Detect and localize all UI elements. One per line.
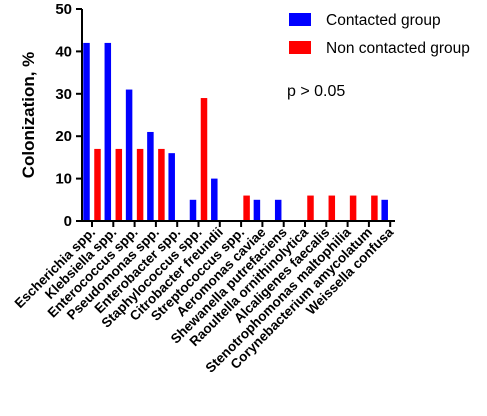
legend: Contacted group Non contacted group [289, 12, 470, 57]
bar-contacted-9 [274, 199, 282, 221]
legend-swatch-contacted [289, 13, 311, 26]
bar-contacted-5 [189, 199, 197, 221]
bar-contacted-6 [211, 178, 218, 221]
y-axis-label: Colonization, % [19, 52, 38, 179]
bar-non-contacted-11 [328, 195, 336, 221]
legend-label-contacted: Contacted group [326, 12, 441, 29]
y-tick-label: 30 [55, 86, 72, 103]
bar-contacted-14 [381, 199, 388, 221]
y-tick-label: 0 [64, 213, 72, 230]
bar-contacted-1 [104, 42, 112, 221]
legend-swatch-non-contacted [289, 41, 311, 54]
bar-non-contacted-2 [136, 148, 144, 221]
bar-contacted-3 [147, 131, 154, 221]
bar-non-contacted-7 [243, 195, 250, 221]
y-tick-label: 40 [55, 43, 72, 60]
bar-non-contacted-3 [158, 148, 165, 221]
bar-contacted-4 [168, 153, 175, 221]
bar-non-contacted-13 [371, 195, 378, 221]
bar-contacted-2 [125, 89, 133, 221]
y-tick-label: 10 [55, 171, 72, 188]
y-tick-label: 50 [55, 1, 72, 18]
p-value-annotation: p > 0.05 [287, 83, 345, 100]
bar-non-contacted-10 [307, 195, 314, 221]
bars-layer [83, 42, 388, 221]
bar-non-contacted-5 [200, 98, 208, 221]
y-tick-label: 20 [55, 128, 72, 145]
legend-label-non-contacted: Non contacted group [326, 40, 470, 57]
bar-contacted-0 [83, 42, 90, 221]
bar-non-contacted-1 [115, 148, 123, 221]
bar-non-contacted-12 [349, 195, 357, 221]
bar-contacted-8 [253, 199, 261, 221]
bar-non-contacted-0 [94, 148, 101, 221]
